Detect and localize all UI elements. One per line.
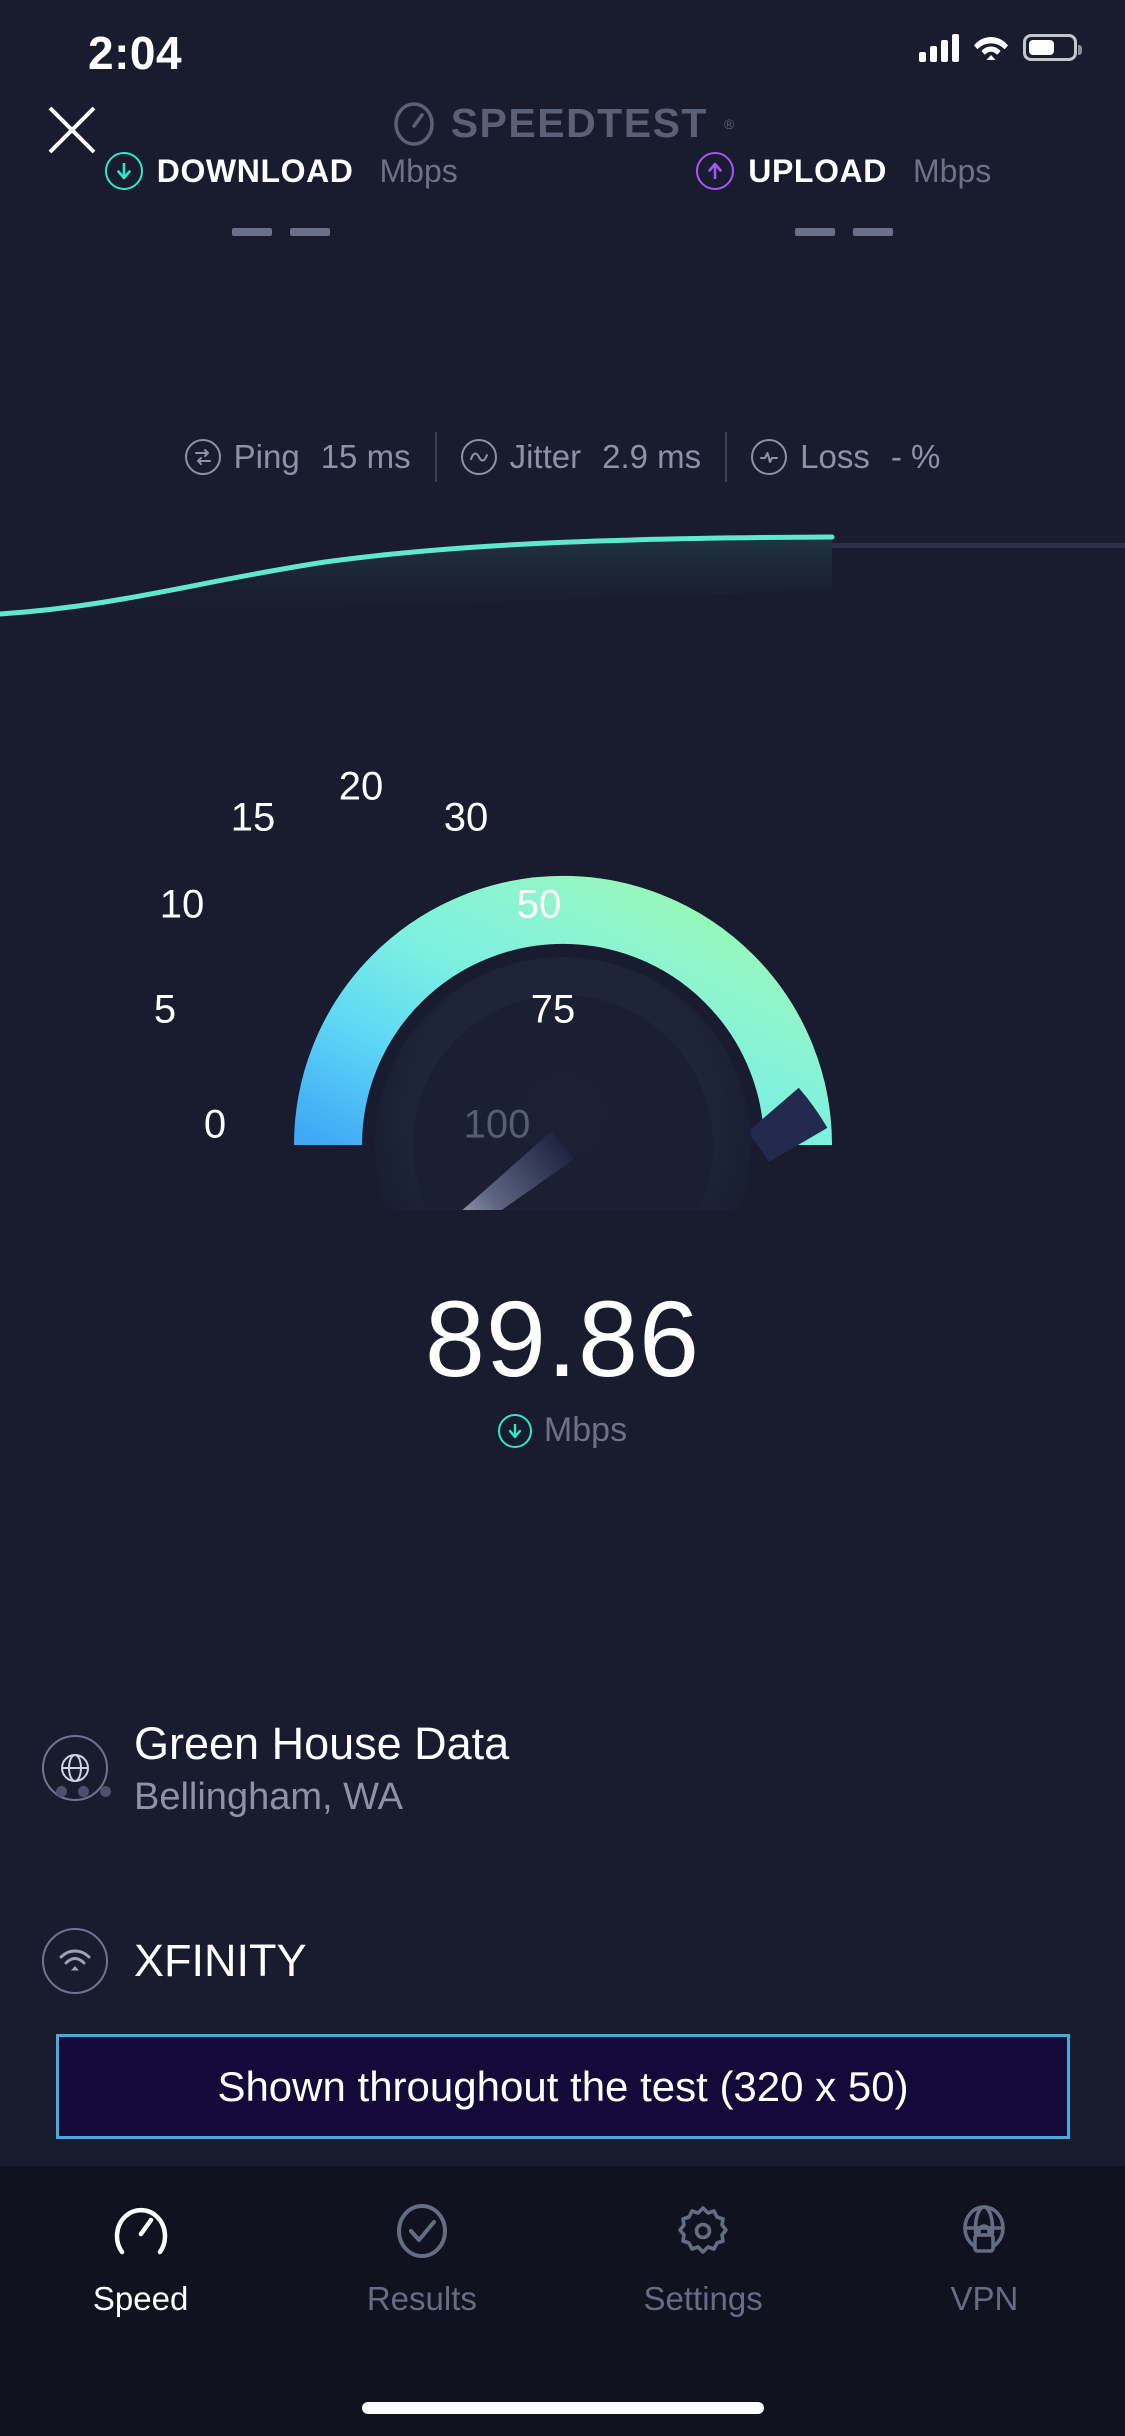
brand-trademark: ®: [723, 115, 735, 132]
jitter-icon: [460, 439, 497, 475]
speed-value: 89.86: [424, 1278, 701, 1399]
home-indicator[interactable]: [361, 2402, 764, 2414]
cellular-signal-icon: [919, 32, 959, 62]
download-label: DOWNLOAD: [156, 152, 354, 189]
app-brand: SPEEDTEST ®: [0, 100, 1125, 147]
loss-icon: [751, 439, 788, 475]
network-stats-row: Ping 15 ms Jitter 2.9 ms Loss - %: [0, 432, 1125, 482]
gauge-needle: [405, 1130, 574, 1210]
stat-loss-value: - %: [890, 438, 941, 475]
tab-settings[interactable]: Settings: [563, 2200, 844, 2318]
server-name: Green House Data: [134, 1718, 510, 1769]
stat-divider: [434, 432, 437, 482]
check-circle-icon: [396, 2204, 447, 2258]
upload-label: UPLOAD: [748, 152, 887, 189]
wifi-icon: [974, 37, 1008, 60]
progress-area: [0, 537, 832, 620]
download-metric: DOWNLOAD Mbps: [0, 152, 563, 236]
throughput-progress-chart: [0, 534, 1125, 620]
bottom-tab-bar: Speed Results Settings VPN: [0, 2166, 1125, 2436]
download-arrow-icon: [104, 152, 143, 190]
download-unit: Mbps: [379, 152, 458, 189]
gauge-arc: [293, 876, 832, 1146]
server-location: Bellingham, WA: [134, 1775, 403, 1818]
status-bar: 2:04: [0, 0, 1125, 105]
tab-vpn-label: VPN: [950, 2280, 1019, 2317]
more-dots-icon[interactable]: [56, 1786, 111, 1797]
progress-track: [832, 543, 1125, 548]
stat-ping-value: 15 ms: [320, 438, 411, 475]
stat-jitter: Jitter 2.9 ms: [437, 438, 726, 476]
stat-divider: [725, 432, 728, 482]
globe-icon: [42, 1735, 108, 1802]
speedometer-logo-icon: [393, 101, 434, 146]
tab-results-label: Results: [366, 2280, 477, 2317]
ad-banner-text: Shown throughout the test (320 x 50): [217, 2062, 909, 2110]
download-value-placeholder: [232, 228, 331, 236]
isp-name: XFINITY: [134, 1935, 307, 1987]
close-icon[interactable]: [42, 100, 102, 160]
upload-metric: UPLOAD Mbps: [563, 152, 1125, 236]
tab-results[interactable]: Results: [281, 2200, 562, 2318]
ping-icon: [184, 439, 221, 475]
download-arrow-icon: [497, 1413, 532, 1448]
stat-ping-label: Ping: [233, 438, 300, 475]
gauge-face-inner: [412, 995, 713, 1210]
brand-title: SPEEDTEST: [450, 100, 708, 146]
upload-arrow-icon: [696, 152, 735, 190]
progress-line: [0, 534, 835, 617]
tab-speed[interactable]: Speed: [0, 2200, 281, 2318]
stat-loss-label: Loss: [800, 438, 870, 475]
stat-jitter-label: Jitter: [509, 438, 582, 475]
tab-settings-label: Settings: [643, 2280, 763, 2317]
wifi-icon: [42, 1928, 108, 1994]
server-row[interactable]: Green House Data Bellingham, WA: [42, 1718, 509, 1819]
speedometer-icon: [114, 2207, 167, 2255]
gauge-arc-cap: [746, 1087, 827, 1163]
stat-jitter-value: 2.9 ms: [602, 438, 702, 475]
gear-icon: [678, 2206, 728, 2254]
tab-vpn[interactable]: VPN: [844, 2200, 1125, 2318]
tab-speed-label: Speed: [92, 2280, 189, 2317]
stat-ping: Ping 15 ms: [161, 438, 435, 476]
isp-row[interactable]: XFINITY: [42, 1928, 307, 1994]
battery-icon: [1023, 33, 1082, 61]
speed-readout: 89.86 Mbps: [0, 1285, 1125, 1450]
status-bar-time: 2:04: [88, 27, 183, 79]
stat-loss: Loss - %: [727, 438, 964, 476]
ad-banner[interactable]: Shown throughout the test (320 x 50): [56, 2034, 1070, 2139]
metric-headings: DOWNLOAD Mbps UPLOAD Mbps: [0, 152, 1125, 236]
upload-value-placeholder: [794, 228, 893, 236]
upload-unit: Mbps: [912, 152, 992, 189]
speed-gauge: [0, 690, 1125, 1210]
globe-lock-icon: [963, 2205, 1006, 2253]
status-bar-indicators: [919, 32, 1082, 62]
speed-unit: Mbps: [543, 1411, 628, 1449]
